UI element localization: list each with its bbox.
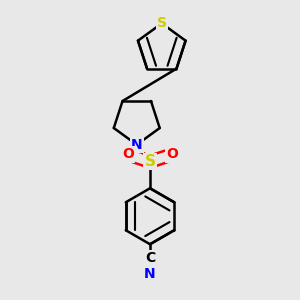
Text: O: O (166, 147, 178, 161)
Text: S: S (157, 16, 167, 30)
Text: O: O (122, 147, 134, 161)
Text: N: N (144, 267, 156, 281)
Text: S: S (145, 154, 155, 169)
Text: N: N (131, 138, 142, 152)
Text: C: C (145, 251, 155, 266)
